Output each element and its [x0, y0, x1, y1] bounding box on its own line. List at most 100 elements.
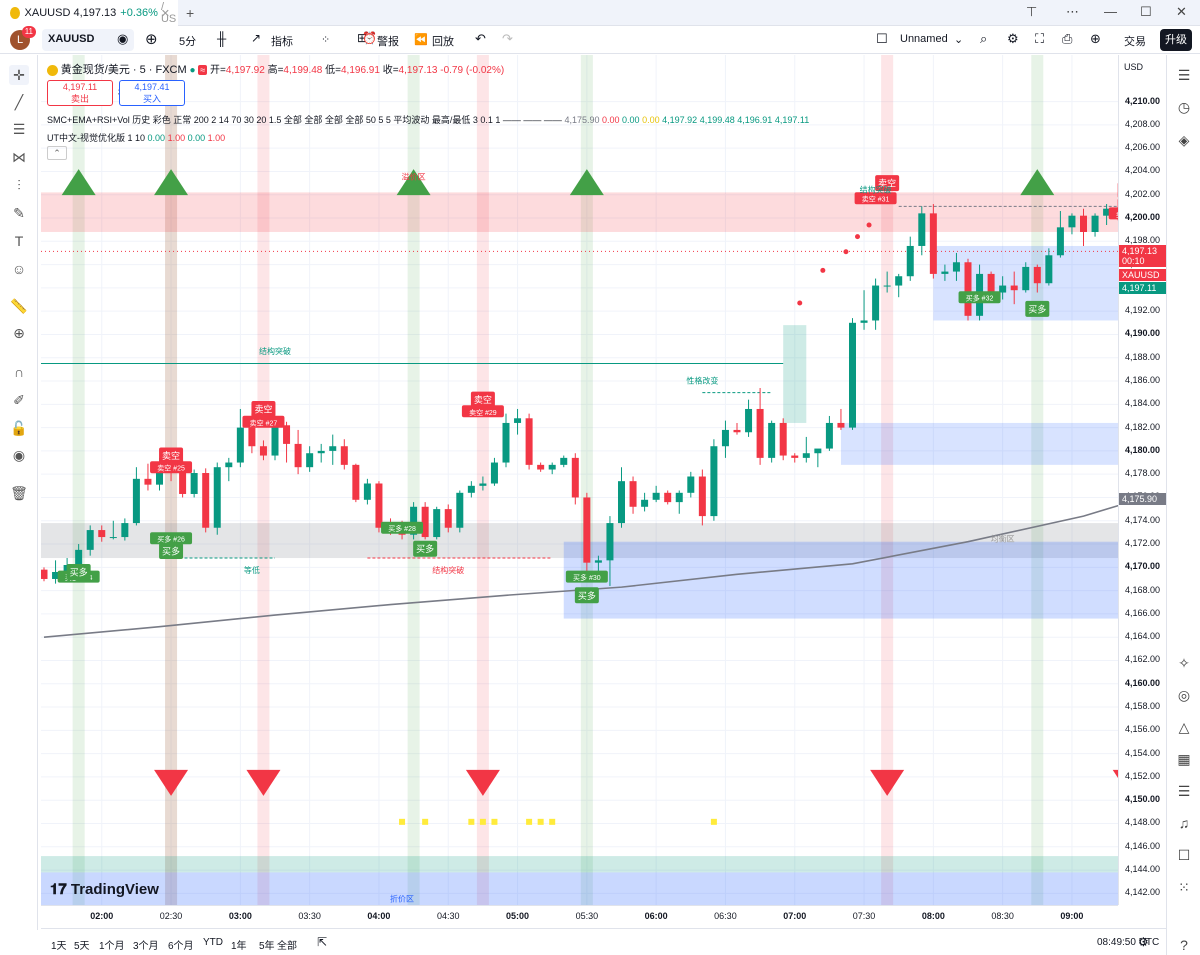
volume-dot: [710, 818, 717, 825]
lock-drawing-icon[interactable]: ✐: [13, 392, 25, 408]
interval-button[interactable]: 5分: [179, 36, 197, 48]
sparkle-icon[interactable]: ✧: [1178, 655, 1190, 671]
maximize-icon[interactable]: ☐: [1140, 4, 1152, 19]
eye-icon[interactable]: ◉: [117, 31, 129, 46]
zoom-icon[interactable]: ⊕: [13, 325, 25, 341]
undo-icon[interactable]: ↶: [475, 31, 486, 46]
streams-icon[interactable]: ☰: [1177, 783, 1191, 799]
settings-icon[interactable]: ⚙: [1007, 31, 1019, 46]
watchlist-icon[interactable]: ☰: [1177, 67, 1191, 83]
volume-dot: [399, 818, 406, 825]
crosshair-icon[interactable]: ✛: [9, 65, 29, 85]
currency-label[interactable]: USD: [1124, 62, 1144, 72]
target-icon[interactable]: ◎: [1177, 687, 1191, 703]
ind2-v3: 0.00: [187, 133, 206, 143]
range-button[interactable]: 1个月: [99, 941, 125, 952]
upgrade-button[interactable]: 升级: [1160, 29, 1192, 51]
range-button[interactable]: 1天: [51, 941, 67, 952]
fullscreen-icon[interactable]: ⛶: [1035, 31, 1045, 46]
camera-icon[interactable]: ⎙: [1062, 31, 1073, 46]
replay-button[interactable]: 回放: [432, 36, 454, 48]
candle-body: [352, 464, 360, 500]
range-button[interactable]: 1年: [231, 941, 247, 952]
range-button[interactable]: 5天: [74, 941, 90, 952]
candle-body: [537, 464, 545, 470]
browser-tab[interactable]: XAUUSD 4,197.13 +0.36% / US ✕: [0, 0, 178, 26]
buy-tag-bg: [381, 521, 424, 534]
range-button[interactable]: 3个月: [133, 941, 159, 952]
candles-icon[interactable]: ╫: [217, 31, 227, 46]
new-tab-icon[interactable]: +: [186, 5, 195, 21]
sell-tag: 卖空 #29: [469, 408, 497, 417]
range-button[interactable]: 6个月: [168, 941, 194, 952]
fib-icon[interactable]: ☰: [12, 121, 26, 137]
date-range-icon[interactable]: ⇱: [317, 935, 328, 949]
emoji-icon[interactable]: ☺: [11, 261, 27, 277]
time-axis[interactable]: 02:00 02:30 03:00 03:30 04:00 04:30 05:00 05:30…: [41, 905, 1118, 927]
magnet-icon[interactable]: ∩: [13, 364, 25, 380]
help-icon[interactable]: ?: [1180, 937, 1188, 953]
candle-body: [895, 276, 903, 286]
range-button[interactable]: 5年: [259, 941, 275, 952]
ind1-v5: 4,197.92: [662, 115, 698, 125]
more-icon[interactable]: ⋯: [1066, 4, 1079, 19]
replay-icon[interactable]: ⏪: [414, 34, 428, 46]
collapse-legend-icon[interactable]: ⌃: [47, 146, 67, 160]
candle-body: [375, 483, 383, 528]
candle-body: [1056, 227, 1064, 256]
prediction-icon[interactable]: ⫶: [17, 177, 21, 193]
alerts-clock-icon[interactable]: ◷: [1177, 99, 1191, 115]
buy-button[interactable]: 4,197.41 买入: [119, 80, 185, 106]
calendar-icon[interactable]: ▦: [1177, 751, 1191, 767]
close-tab-icon[interactable]: ✕: [160, 7, 170, 20]
trash-icon[interactable]: 🗑: [10, 485, 28, 501]
clock-label[interactable]: 08:49:50 UTC: [1097, 937, 1160, 948]
indicator-1[interactable]: SMC+EMA+RSI+Vol 历史 彩色 正常 200 2 14 70 30 …: [47, 113, 809, 126]
chat-icon[interactable]: ☐: [1177, 847, 1191, 863]
indicator-2[interactable]: UT中文-视觉优化版 1 10 0.00 1.00 0.00 1.00: [47, 131, 225, 144]
time-tick: 02:30: [159, 911, 183, 921]
add-symbol-icon[interactable]: ⊕: [145, 31, 158, 48]
ruler-icon[interactable]: 📏: [10, 298, 28, 314]
quick-search-icon[interactable]: ⌕: [980, 31, 988, 46]
range-button[interactable]: YTD: [203, 937, 223, 948]
minimize-icon[interactable]: —: [1104, 4, 1117, 19]
text-icon[interactable]: T: [14, 233, 24, 249]
brush-icon[interactable]: ✎: [13, 205, 25, 221]
alert-icon[interactable]: ⏰: [362, 31, 377, 45]
axis-settings-icon[interactable]: ⚙: [1138, 935, 1149, 949]
pin-icon[interactable]: ⊤: [1026, 4, 1038, 19]
redo-icon[interactable]: ↷: [502, 31, 513, 46]
apps-icon[interactable]: ⁙: [1178, 879, 1190, 895]
candle-body: [918, 213, 926, 246]
publish-icon[interactable]: ⊕: [1090, 31, 1101, 46]
checkbox-icon[interactable]: ☐: [876, 31, 888, 46]
sell-button[interactable]: 4,197.11 卖出: [47, 80, 113, 106]
equilibrium-zone: [41, 523, 1118, 559]
price-axis[interactable]: 4,142.00 4,144.00 4,146.00 4,148.00 4,150.00…: [1118, 55, 1166, 905]
lock-icon[interactable]: 🔓: [10, 420, 28, 436]
range-button[interactable]: 全部: [277, 941, 297, 952]
trend-line-icon[interactable]: ╱: [14, 94, 24, 110]
notifications-icon[interactable]: ♫: [1178, 815, 1190, 831]
trade-button[interactable]: 交易: [1124, 36, 1146, 48]
templates-icon[interactable]: ⁘: [321, 34, 331, 46]
alert-button[interactable]: 警报: [377, 36, 399, 48]
close-window-icon[interactable]: ✕: [1176, 4, 1187, 19]
indicators-icon[interactable]: ↗: [251, 31, 262, 45]
ideas-icon[interactable]: △: [1178, 719, 1190, 735]
pattern-icon[interactable]: ⋈: [12, 149, 26, 165]
layout-name[interactable]: Unnamed: [900, 33, 948, 45]
layers-icon[interactable]: ◈: [1178, 132, 1190, 148]
candle-body: [664, 492, 672, 503]
visibility-icon[interactable]: ◉: [12, 447, 26, 463]
symbol-search[interactable]: XAUUSD: [42, 29, 134, 51]
avatar[interactable]: L 11: [10, 26, 36, 50]
indicators-button[interactable]: 指标: [271, 36, 293, 48]
candle-body: [329, 446, 337, 451]
chevron-down-icon[interactable]: ⌄: [954, 34, 964, 46]
layout-icon[interactable]: ⊞: [357, 31, 368, 45]
time-tick: 08:00: [921, 911, 945, 921]
